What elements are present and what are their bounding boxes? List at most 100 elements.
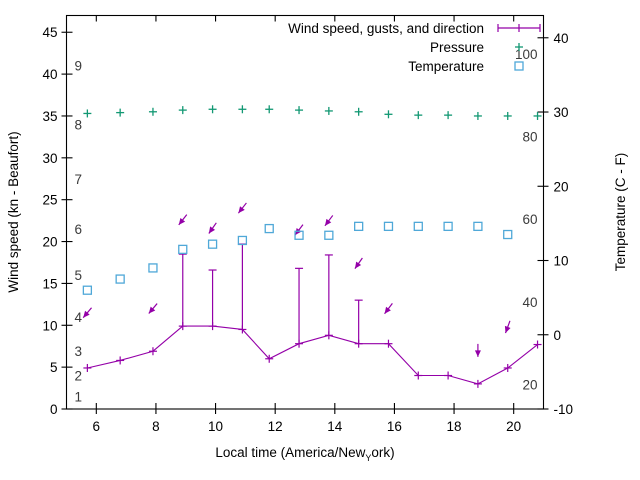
beaufort-label: 5 [75,268,83,283]
beaufort-label: 4 [75,310,83,325]
temperature-marker [115,274,125,284]
arrow-head [83,310,90,318]
fahrenheit-inner-labels: 20 40 60 80 100 [515,47,538,392]
fahrenheit-label: 80 [522,130,537,145]
wind-direction-arrow [148,303,158,314]
right-axis-title: Temperature (C - F) [613,153,628,272]
bottom-tick-label: 14 [327,419,343,434]
left-axis-tick-labels: 0 5 10 15 20 25 30 35 40 45 [42,25,57,417]
temperature-series [82,221,513,295]
temperature-marker [207,239,218,249]
wind-speed-series [82,202,542,388]
arrow-head [324,218,332,226]
bottom-axis-title: Local time (America/NewYork) [215,445,394,463]
arrow-head [384,306,391,314]
bottom-axis-title-pre: Local time (America/New [215,445,365,460]
bottom-tick-label: 18 [447,419,462,434]
temperature-marker [473,221,483,232]
right-tick-label: 0 [554,328,562,343]
temperature-marker [82,285,93,295]
bottom-axis-title-post: ork) [371,445,394,460]
fahrenheit-label: 40 [522,295,537,310]
wind-direction-arrow [294,224,304,236]
right-tick-label: 20 [554,179,569,194]
fahrenheit-label: 20 [522,377,537,392]
bottom-tick-label: 20 [506,419,521,434]
wind-direction-arrow [384,302,393,315]
temperature-marker [383,221,394,232]
right-axis-ticks [537,37,549,410]
legend-label-2: Temperature [408,59,484,74]
beaufort-label: 3 [75,344,83,359]
bottom-tick-label: 6 [93,419,101,434]
temperature-marker [413,221,423,232]
legend-label-0: Wind speed, gusts, and direction [288,21,484,36]
wind-speed-line [87,325,538,385]
beaufort-inner-labels: 1 2 3 4 5 6 7 8 9 [75,59,83,405]
temperature-marker [178,244,188,255]
bottom-tick-label: 16 [387,419,402,434]
right-tick-label: 40 [554,31,569,46]
bottom-axis-tick-labels: 6 8 10 12 14 16 18 20 [93,419,522,434]
wind-direction-arrow [324,215,334,227]
arrow-head [148,306,156,314]
temperature-marker [503,229,513,240]
plot-frame [65,14,545,410]
left-axis-title: Wind speed (kn - Beaufort) [6,131,21,292]
bottom-tick-label: 8 [152,419,160,434]
beaufort-label: 2 [75,369,83,384]
left-tick-label: 45 [42,25,57,40]
temperature-marker [294,230,304,240]
wind-direction-arrow [82,307,93,319]
wind-direction-arrow [474,343,481,357]
left-tick-label: 10 [42,318,57,333]
bottom-axis-title-subscript: Y [365,453,371,463]
bottom-tick-label: 12 [268,419,283,434]
beaufort-label: 8 [75,117,83,132]
right-axis-tick-labels: -10 0 10 20 30 40 [554,31,574,417]
temperature-marker [148,263,158,273]
wind-direction-arrow [354,257,363,269]
beaufort-label: 6 [75,222,83,237]
left-tick-label: 15 [42,276,57,291]
temperature-marker [264,223,274,234]
left-tick-label: 20 [42,235,57,250]
wind-direction-arrow [504,320,511,334]
bottom-axis-ticks [95,15,515,414]
left-tick-label: 5 [50,360,58,375]
left-tick-label: 35 [42,109,57,124]
fahrenheit-label: 60 [522,212,537,227]
arrow-head [504,325,511,334]
arrow-head [238,206,245,214]
right-tick-label: -10 [554,402,574,417]
wind-direction-arrow [178,214,188,226]
legend-sample-square [514,61,524,71]
arrow-head [354,261,362,269]
bottom-tick-label: 10 [208,419,223,434]
legend-label-1: Pressure [430,40,484,55]
temperature-marker [324,230,334,240]
beaufort-label: 7 [75,172,83,187]
temperature-marker [237,235,248,246]
fahrenheit-label: 100 [515,47,538,62]
arrow-head [208,226,216,234]
temperature-marker [443,221,453,232]
pressure-series [83,105,542,120]
wind-direction-arrow [208,222,217,234]
right-tick-label: 30 [554,105,569,120]
arrow-head [474,350,481,357]
left-tick-label: 40 [42,67,57,82]
left-tick-label: 30 [42,151,57,166]
arrow-head [178,217,186,225]
left-axis-ticks [61,31,73,410]
left-tick-label: 0 [50,402,58,417]
wind-direction-arrow [237,202,247,214]
beaufort-label: 9 [75,59,83,74]
right-tick-label: 10 [554,254,569,269]
chart-legend: Wind speed, gusts, and direction Pressure… [288,21,541,74]
left-tick-label: 25 [42,193,57,208]
beaufort-label: 1 [75,389,83,404]
temperature-marker [354,221,364,232]
